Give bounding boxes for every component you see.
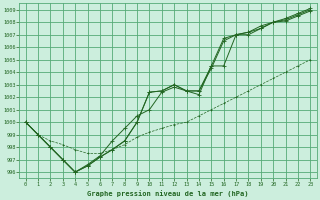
X-axis label: Graphe pression niveau de la mer (hPa): Graphe pression niveau de la mer (hPa) [87,190,249,197]
